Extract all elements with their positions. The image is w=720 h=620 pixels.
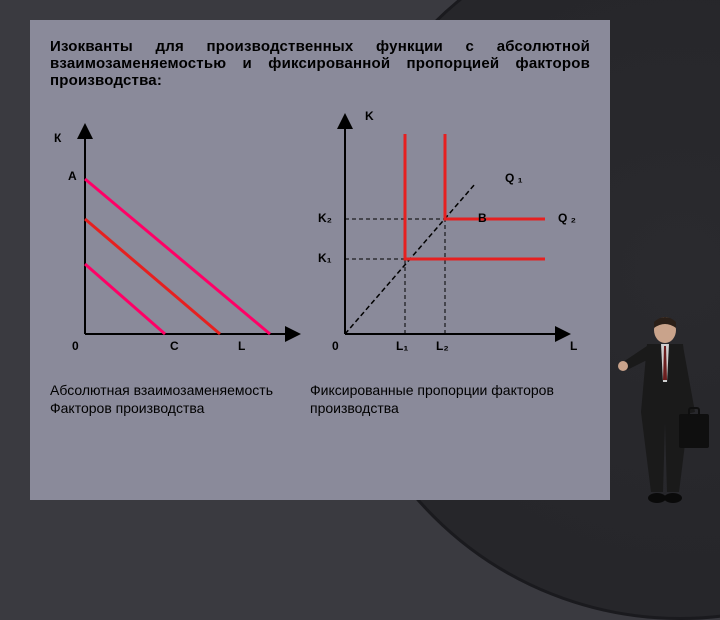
left-c-label: C xyxy=(170,339,179,353)
right-y-label: K xyxy=(365,109,374,123)
right-l2: L₂ xyxy=(436,339,449,353)
right-k2: K₂ xyxy=(318,211,332,225)
captions-row: Абсолютная взаимозаменяемость Факторов п… xyxy=(30,369,610,417)
caption-left: Абсолютная взаимозаменяемость Факторов п… xyxy=(50,381,305,417)
right-k1: K₁ xyxy=(318,251,332,265)
left-x-label: L xyxy=(238,339,245,353)
left-y-label: К xyxy=(54,131,61,145)
right-b: B xyxy=(478,211,487,225)
businessman-figure xyxy=(617,312,712,532)
right-chart-svg xyxy=(310,109,590,369)
left-origin: 0 xyxy=(72,339,79,353)
right-x-label: L xyxy=(570,339,577,353)
right-origin: 0 xyxy=(332,339,339,353)
right-l1: L₁ xyxy=(396,339,408,353)
main-panel: Изокванты для производственных функции с… xyxy=(30,20,610,500)
caption-right: Фиксированные пропорции факторов произво… xyxy=(310,381,590,417)
left-chart: К А 0 C L xyxy=(50,109,305,369)
charts-row: К А 0 C L xyxy=(30,99,610,369)
slide-title: Изокванты для производственных функции с… xyxy=(30,20,610,99)
left-a-label: А xyxy=(68,169,77,183)
right-q1: Q ₁ xyxy=(505,171,523,185)
right-chart: K K₂ K₁ 0 L₁ L₂ L Q ₁ Q ₂ B xyxy=(310,109,590,369)
right-q2: Q ₂ xyxy=(558,211,576,225)
left-chart-svg xyxy=(50,109,305,369)
